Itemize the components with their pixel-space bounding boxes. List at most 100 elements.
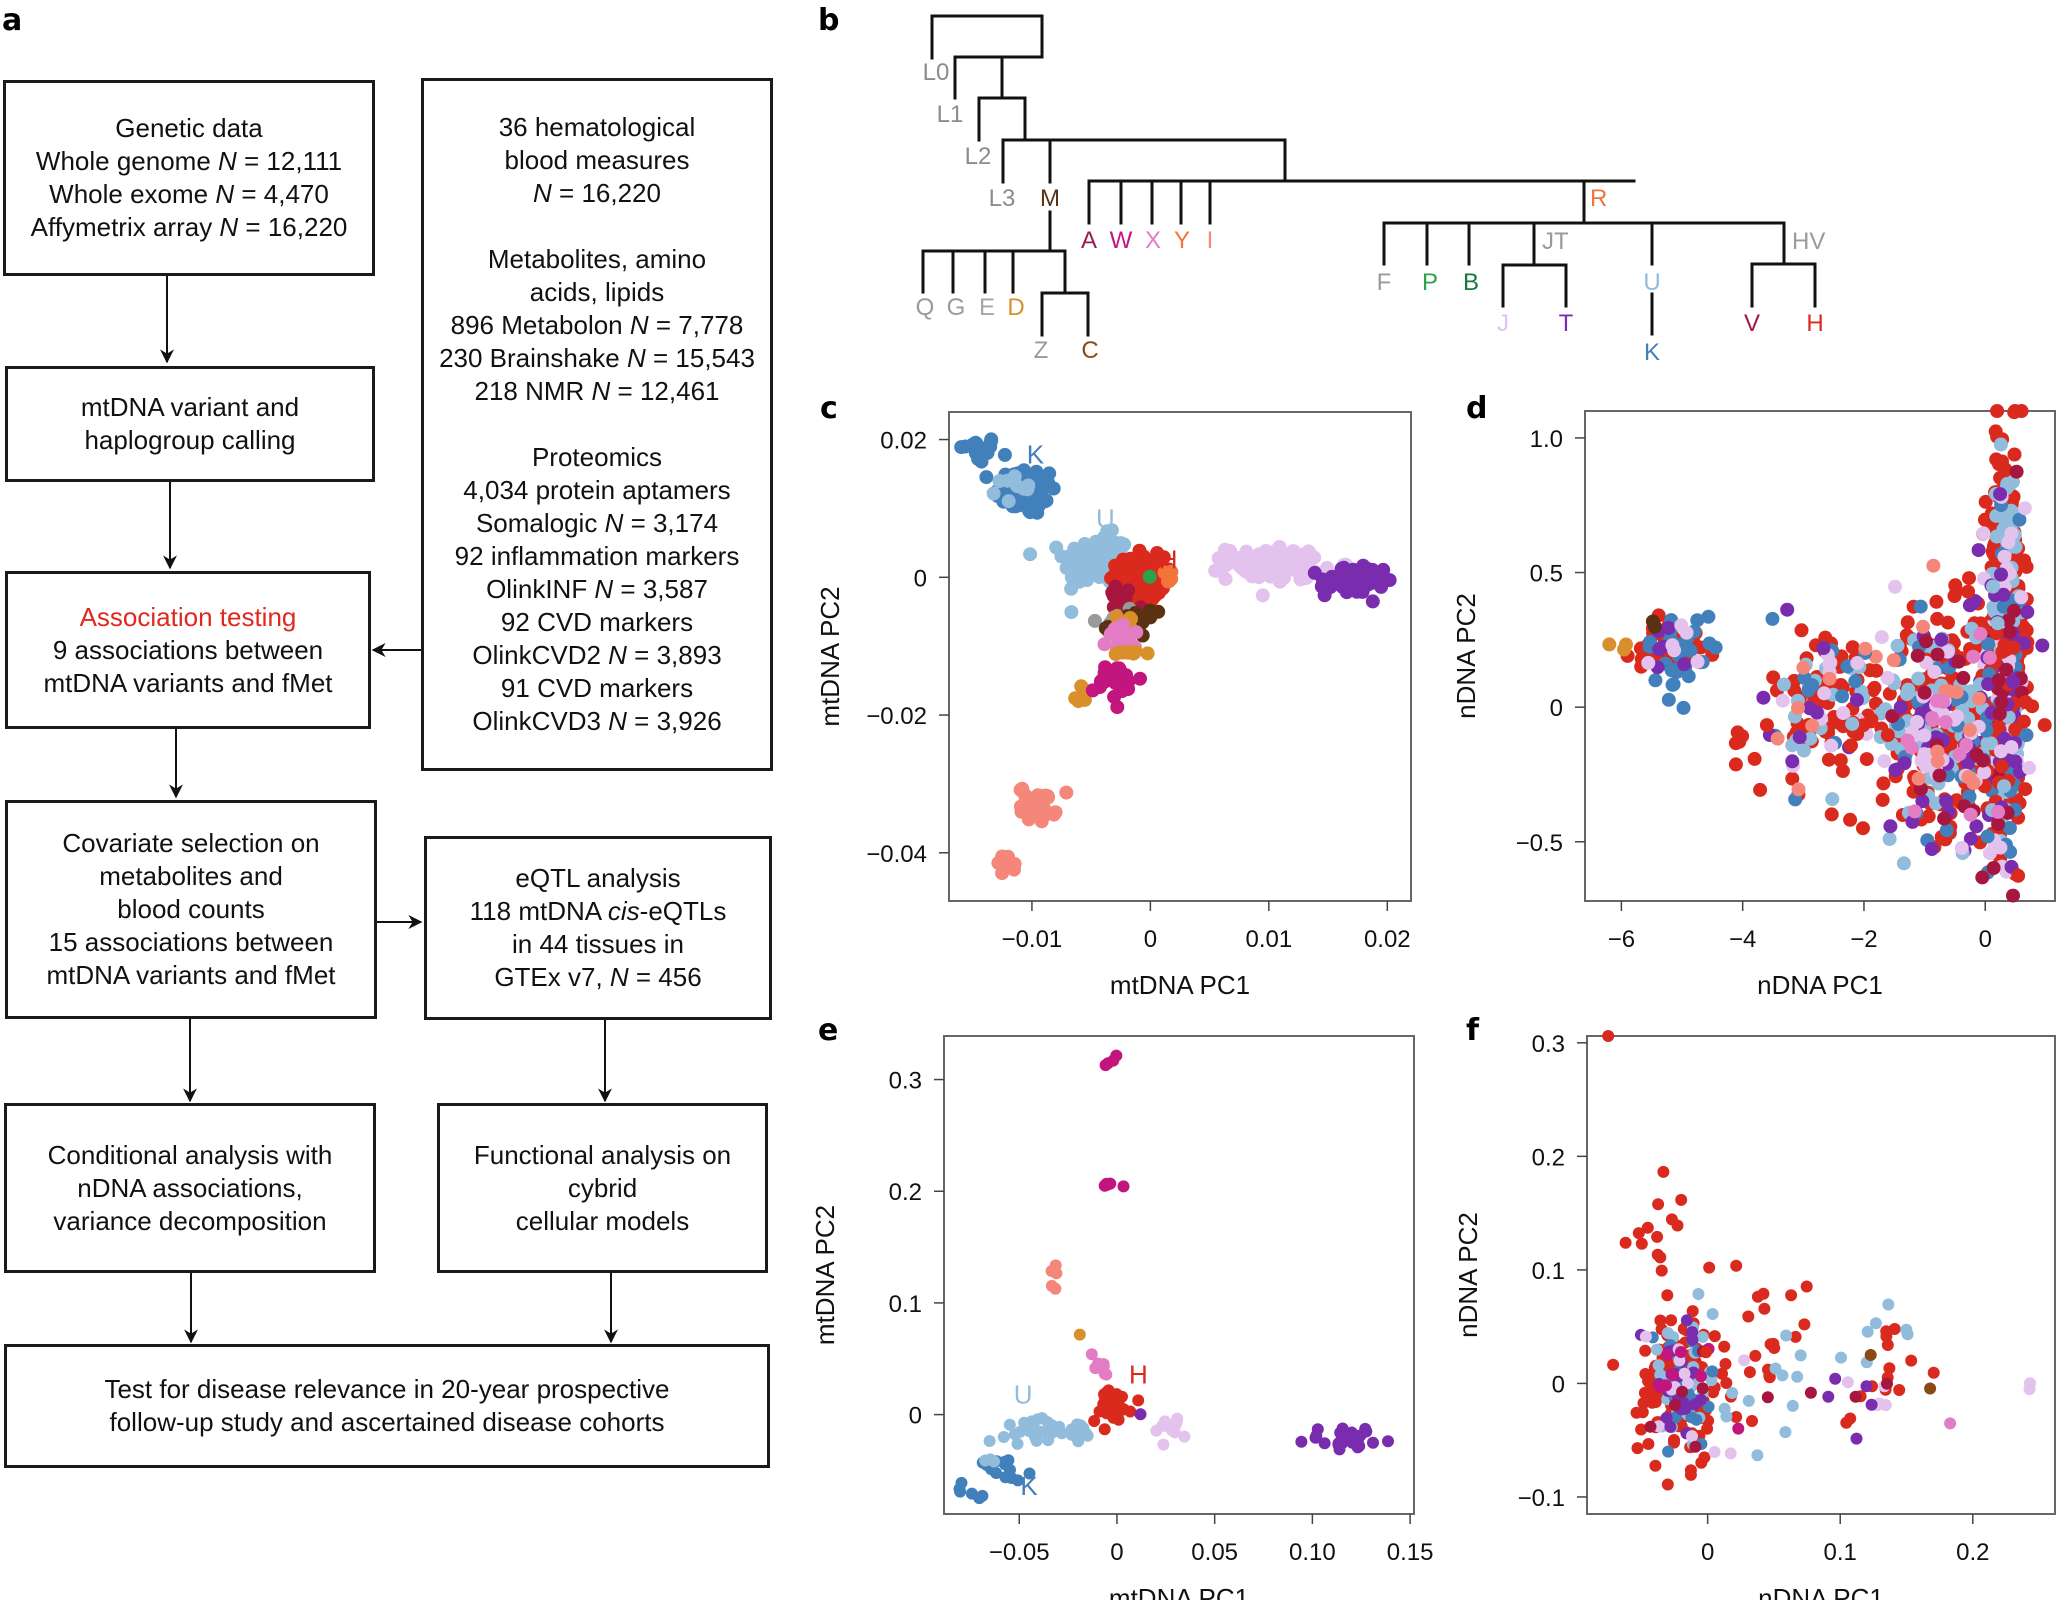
association-line: mtDNA variants and fMet xyxy=(43,667,333,698)
line-text: blood measures xyxy=(504,145,690,175)
point-k xyxy=(1030,505,1045,520)
point-h xyxy=(2037,718,2052,733)
point-h xyxy=(1743,1366,1756,1379)
point-h xyxy=(1602,1030,1615,1042)
line-value: = 4,470 xyxy=(234,179,329,209)
point-i xyxy=(1886,653,1901,668)
point-h xyxy=(1639,1344,1652,1357)
tree-label-a: A xyxy=(1081,227,1097,254)
panel-letter-c: c xyxy=(820,391,838,426)
point-t xyxy=(2020,605,2035,619)
point-h xyxy=(1859,752,1874,767)
point-j xyxy=(1239,544,1254,559)
y-tick-label: 0.02 xyxy=(880,428,927,455)
point-t xyxy=(1350,576,1365,591)
point-h xyxy=(1930,611,1945,626)
point-h xyxy=(1798,1318,1811,1331)
point-v xyxy=(1881,1377,1893,1390)
phenotype-line: Metabolites, amino xyxy=(488,243,706,276)
tree-label-p: P xyxy=(1422,269,1438,296)
point-h xyxy=(1882,686,1897,701)
tree-label-k: K xyxy=(1644,339,1660,366)
point-j xyxy=(1927,664,1942,679)
x-tick-label: 0.02 xyxy=(1364,926,1411,953)
point-h xyxy=(1978,494,1993,509)
box-covariate-selection: Covariate selection on metabolites and b… xyxy=(5,800,377,1019)
scatter-panel-d: −6 −4 −2 0 1.0 0.5 0 −0.5 nDNA PC1 nDNA PC2 xyxy=(1451,404,2056,1000)
point-i xyxy=(1034,814,1049,829)
point-h xyxy=(1684,1464,1697,1477)
point-v xyxy=(1976,753,1990,768)
covariate-line: metabolites and xyxy=(99,861,283,891)
n-symbol: N xyxy=(609,962,629,992)
point-h xyxy=(1835,764,1850,778)
point-u xyxy=(1779,1426,1792,1439)
tree-label-r: R xyxy=(1590,185,1607,212)
point-h xyxy=(1132,1394,1145,1407)
point-t xyxy=(1374,579,1389,594)
point-h xyxy=(1088,1415,1101,1427)
point-h xyxy=(1794,623,1809,638)
point-i xyxy=(1926,558,1941,573)
point-h xyxy=(1941,615,1955,630)
line-text: 896 Metabolon xyxy=(450,310,630,340)
point-v xyxy=(1975,870,1990,885)
line-text: OlinkINF xyxy=(486,574,595,604)
point-u xyxy=(1986,579,2000,594)
tree-label-j: J xyxy=(1497,310,1509,337)
point-i xyxy=(1796,660,1811,675)
point-j xyxy=(1639,1330,1652,1343)
point-h xyxy=(1719,1358,1732,1370)
x-axis-title: nDNA PC1 xyxy=(1757,970,1883,1000)
point-u xyxy=(1896,856,1911,871)
point-v xyxy=(1956,670,1971,685)
point-d xyxy=(1602,637,1617,652)
point-u xyxy=(1023,1425,1036,1438)
points xyxy=(953,1049,1394,1505)
point-h xyxy=(1686,1305,1699,1318)
tree-label-m: M xyxy=(1040,185,1060,212)
point-h xyxy=(1747,751,1762,766)
point-h xyxy=(1746,1415,1758,1427)
cluster-label-u: U xyxy=(1096,504,1115,534)
point-k xyxy=(2012,512,2027,527)
point-i xyxy=(1930,744,1945,759)
phenotype-line: acids, lipids xyxy=(530,276,664,309)
x-tick-label: 0.15 xyxy=(1387,1539,1434,1566)
point-h xyxy=(1117,1403,1130,1416)
point-u xyxy=(1997,779,2011,794)
point-w xyxy=(1695,1370,1707,1383)
point-u xyxy=(1803,731,1818,746)
point-h xyxy=(1728,757,1743,772)
point-t xyxy=(1780,602,1795,617)
point-h xyxy=(1657,1165,1670,1178)
point-i xyxy=(1018,788,1032,803)
plot-frame xyxy=(943,1035,1415,1515)
point-t xyxy=(1346,1430,1359,1443)
point-v xyxy=(1669,1398,1681,1411)
point-j xyxy=(1277,570,1291,585)
point-t xyxy=(1664,1420,1677,1433)
n-symbol: N xyxy=(594,574,614,604)
point-t xyxy=(1849,693,1864,707)
point-t xyxy=(1915,794,1930,809)
point-h xyxy=(1880,728,1895,743)
point-u xyxy=(1769,1362,1782,1375)
point-j xyxy=(1272,543,1287,558)
point-j xyxy=(1686,1430,1698,1443)
point-h xyxy=(1642,1438,1655,1450)
point-k xyxy=(1666,677,1681,692)
variant-calling-line: haplogroup calling xyxy=(84,425,296,455)
point-t xyxy=(1888,763,1903,777)
eqtl-line: eQTL analysis xyxy=(515,862,680,895)
point-h xyxy=(1821,752,1836,767)
tree-label-y: Y xyxy=(1174,227,1190,254)
point-t xyxy=(2006,674,2020,689)
point-u xyxy=(1911,671,1926,686)
point-v xyxy=(1999,662,2014,677)
point-u xyxy=(1780,1329,1793,1342)
point-u xyxy=(1900,687,1914,701)
point-u xyxy=(984,1453,997,1466)
point-j xyxy=(1982,846,1997,861)
